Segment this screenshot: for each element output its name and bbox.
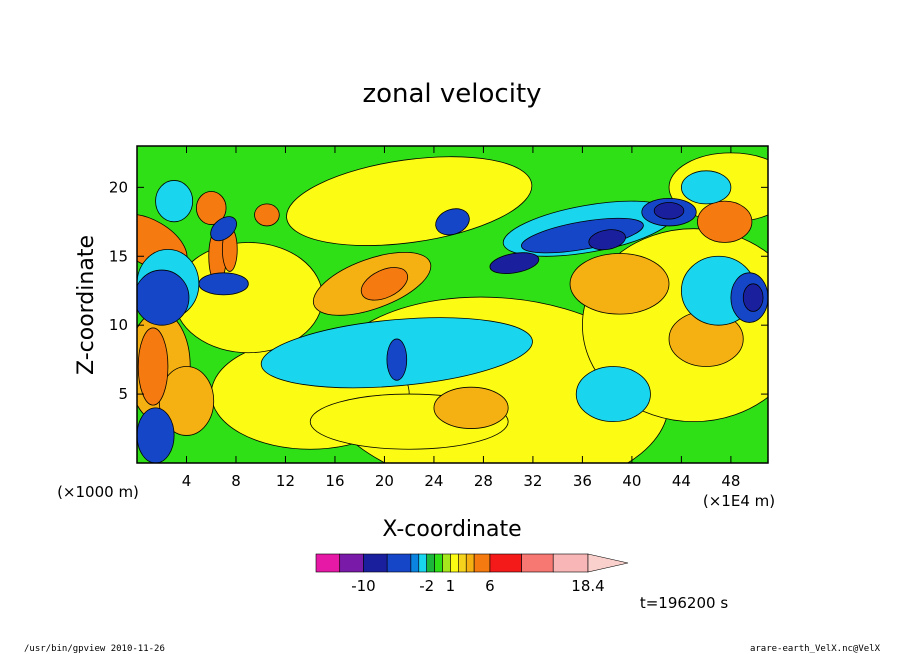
- y-axis-ticks: 5 10 15 20: [109, 178, 768, 403]
- contour-region: [569, 253, 670, 315]
- contour-region: [155, 180, 194, 223]
- colorbar-segment: [489, 553, 522, 573]
- colorbar-segment: [426, 553, 435, 573]
- colorbar-extension-arrow: [587, 553, 629, 573]
- contour-region: [521, 217, 644, 254]
- x-tick-label: 24: [424, 472, 443, 490]
- contour-region: [137, 269, 190, 326]
- x-tick-label: 32: [523, 472, 542, 490]
- x-tick-label: 28: [474, 472, 493, 490]
- colorbar: -10 -2 1 6 18.4: [315, 553, 629, 595]
- x-tick-label: 4: [182, 472, 192, 490]
- contour-field: [137, 152, 768, 463]
- contour-region: [286, 156, 533, 246]
- colorbar-segment: [465, 553, 475, 573]
- y-tick-label: 20: [109, 178, 128, 196]
- contour-region: [137, 407, 175, 463]
- y-tick-label: 10: [109, 316, 128, 334]
- colorbar-label: -2: [419, 577, 434, 595]
- contour-region: [360, 267, 409, 301]
- colorbar-segment: [442, 553, 451, 573]
- x-tick-label: 20: [375, 472, 394, 490]
- contour-region: [433, 386, 509, 429]
- colorbar-segment: [339, 553, 364, 573]
- contour-region: [697, 200, 753, 243]
- contour-region: [680, 170, 732, 205]
- contour-region: [575, 366, 651, 423]
- contour-region: [137, 327, 169, 406]
- contour-region: [435, 208, 470, 236]
- x-unit-label: (×1E4 m): [703, 492, 775, 510]
- contour-region: [489, 252, 540, 274]
- footer-right: arare-earth_VelX.nc@VelX: [750, 644, 881, 654]
- y-unit-label: (×1000 m): [57, 483, 139, 501]
- x-tick-label: 44: [672, 472, 691, 490]
- colorbar-label: 1: [446, 577, 456, 595]
- contour-region: [742, 283, 764, 312]
- x-axis-title: X-coordinate: [382, 517, 521, 542]
- colorbar-segment: [473, 553, 491, 573]
- colorbar-segment: [418, 553, 427, 573]
- colorbar-label: 6: [485, 577, 495, 595]
- x-tick-label: 48: [721, 472, 740, 490]
- y-tick-label: 15: [109, 247, 128, 265]
- x-tick-label: 40: [622, 472, 641, 490]
- plot-frame: [136, 145, 769, 464]
- contour-region: [254, 203, 280, 227]
- colorbar-segment: [521, 553, 554, 573]
- x-tick-label: 36: [573, 472, 592, 490]
- heatmap-plot-area: [137, 146, 768, 463]
- colorbar-segment: [450, 553, 459, 573]
- colorbar-segment: [458, 553, 467, 573]
- y-tick-label: 5: [118, 385, 128, 403]
- footer-left: /usr/bin/gpview 2010-11-26: [24, 644, 165, 654]
- contour-region: [653, 202, 685, 220]
- contour-region: [588, 229, 626, 251]
- colorbar-segment: [315, 553, 341, 573]
- colorbar-segment: [552, 553, 589, 573]
- colorbar-segment: [363, 553, 388, 573]
- contour-region: [198, 272, 249, 296]
- time-label: t=196200 s: [640, 594, 728, 612]
- y-axis-title: Z-coordinate: [74, 235, 99, 375]
- colorbar-segment: [386, 553, 412, 573]
- contour-region: [386, 338, 408, 381]
- colorbar-label: 18.4: [571, 577, 604, 595]
- colorbar-segment: [410, 553, 420, 573]
- chart-title: zonal velocity: [362, 79, 541, 109]
- x-tick-label: 12: [276, 472, 295, 490]
- x-tick-label: 8: [231, 472, 241, 490]
- colorbar-segment: [434, 553, 443, 573]
- colorbar-label: -10: [351, 577, 376, 595]
- contour-region: [195, 191, 227, 225]
- x-axis-ticks: 4 8 12 16 20 24 28 32 36 40 44 48: [182, 146, 740, 490]
- x-tick-label: 16: [325, 472, 344, 490]
- contour-region: [210, 216, 237, 242]
